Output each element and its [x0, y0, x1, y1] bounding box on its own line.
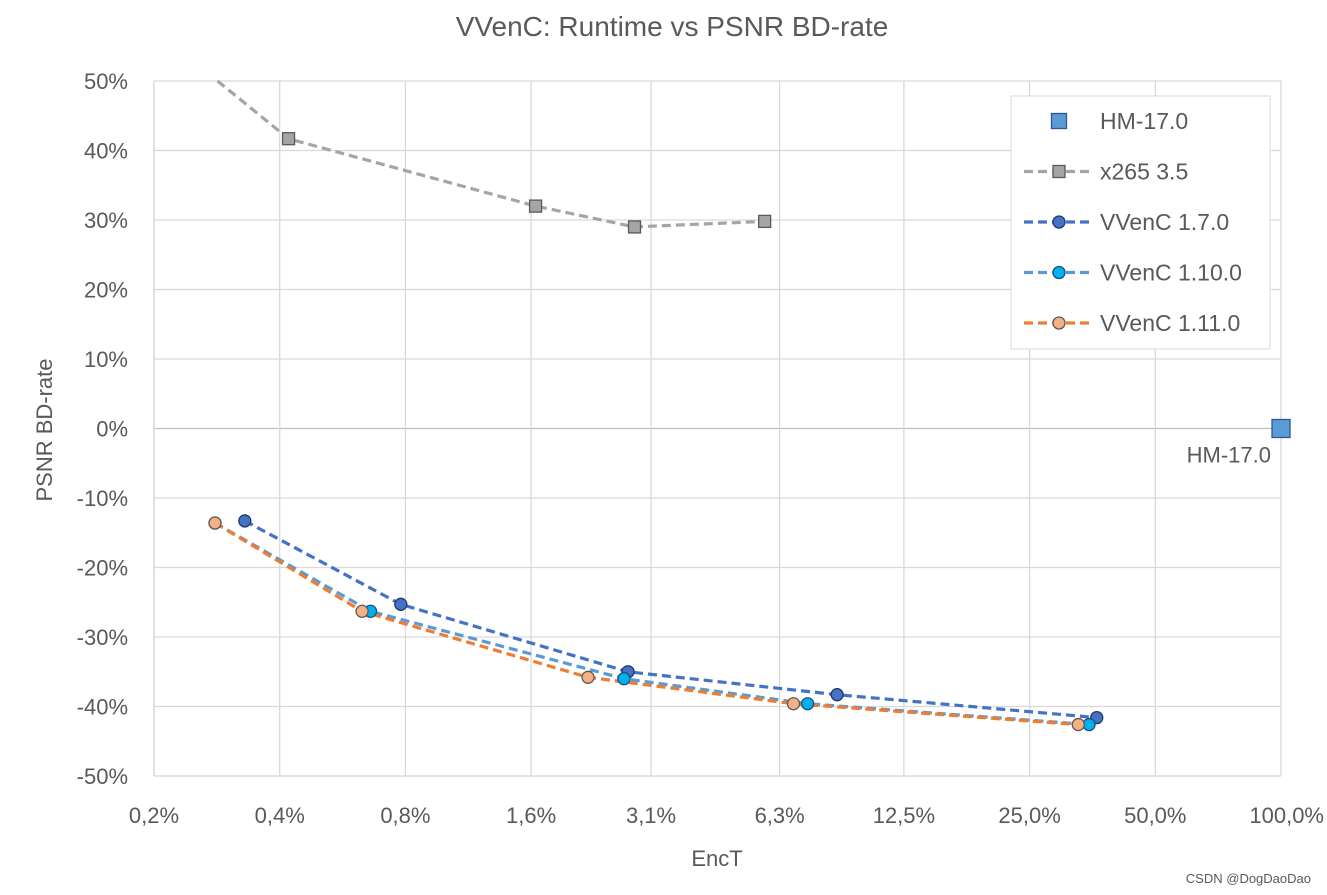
point-x265-3-5: [627, 220, 642, 234]
legend-label-vvenc-1-10-0: VVenC 1.10.0: [1100, 260, 1242, 286]
y-tick-label: 20%: [84, 278, 128, 303]
point-vvenc-1-11-0: [355, 604, 369, 618]
y-tick-label: -30%: [77, 625, 128, 650]
x-tick-label: 12,5%: [873, 803, 935, 828]
x-tick-label: 50,0%: [1124, 803, 1186, 828]
x-tick-label: 0,8%: [380, 803, 430, 828]
legend-marker-x265-3-5: [1052, 164, 1066, 179]
point-vvenc-1-10-0: [800, 697, 815, 711]
point-x265-3-5: [281, 132, 296, 146]
point-vvenc-1-11-0: [581, 670, 595, 684]
point-vvenc-1-7-0: [394, 597, 408, 611]
legend-label-x265-3-5: x265 3.5: [1100, 159, 1188, 185]
legend-marker-vvenc-1-7-0: [1052, 215, 1066, 229]
point-x265-3-5: [757, 214, 772, 229]
chart-title: VVenC: Runtime vs PSNR BD-rate: [456, 11, 889, 42]
y-tick-label: 10%: [84, 347, 128, 372]
data-label-hm-17-0: HM-17.0: [1187, 443, 1271, 468]
legend: HM-17.0 x265 3.5 VVenC 1.7.0 VVenC 1.10.0 VV…: [1010, 95, 1271, 350]
y-tick-label: 0%: [96, 417, 128, 442]
x-tick-label: 100,0%: [1249, 803, 1324, 828]
series-line-vvenc-1-10-0: [214, 521, 1090, 727]
legend-marker-vvenc-1-10-0: [1052, 265, 1066, 280]
x-tick-label: 0,2%: [129, 803, 179, 828]
y-tick-label: 50%: [84, 69, 128, 94]
x-tick-label: 1,6%: [506, 803, 556, 828]
data-labels: HM-17.0: [1187, 443, 1271, 468]
y-tick-label: -50%: [77, 764, 128, 789]
point-vvenc-1-11-0: [208, 516, 222, 530]
x-tick-label: 25,0%: [998, 803, 1060, 828]
series-lines: [214, 79, 1097, 727]
legend-label-vvenc-1-11-0: VVenC 1.11.0: [1100, 310, 1240, 336]
point-vvenc-1-11-0: [786, 697, 801, 711]
point-x265-3-5: [528, 199, 543, 213]
y-axis-label: PSNR BD-rate: [32, 358, 57, 501]
point-vvenc-1-10-0: [617, 672, 631, 686]
tick-labels: 50% 40% 30% 20% 10% 0% -10% -20% -30% -40% -50%0,2…: [77, 69, 1324, 828]
legend-marker-vvenc-1-11-0: [1052, 316, 1066, 330]
series-line-x265-3-5: [216, 79, 765, 229]
x-tick-label: 3,1%: [626, 803, 676, 828]
legend-label-hm-17-0: HM-17.0: [1100, 108, 1188, 134]
watermark: CSDN @DogDaoDao: [1186, 871, 1311, 886]
point-hm-17-0: [1271, 418, 1291, 439]
x-axis-label: EncT: [691, 846, 742, 871]
axes: [153, 81, 1281, 777]
point-vvenc-1-7-0: [238, 514, 252, 528]
y-tick-label: 30%: [84, 208, 128, 233]
y-tick-label: -40%: [77, 695, 128, 720]
legend-label-vvenc-1-7-0: VVenC 1.7.0: [1100, 209, 1229, 235]
series-line-vvenc-1-11-0: [214, 521, 1079, 727]
y-tick-label: -20%: [77, 556, 128, 581]
x-tick-label: 6,3%: [755, 803, 805, 828]
y-tick-label: 40%: [84, 139, 128, 164]
y-tick-label: -10%: [77, 486, 128, 511]
legend-marker-hm-17-0: [1050, 112, 1068, 130]
point-vvenc-1-11-0: [1071, 717, 1085, 732]
series-points: [208, 132, 1291, 732]
x-tick-label: 0,4%: [255, 803, 305, 828]
point-vvenc-1-7-0: [830, 688, 844, 702]
